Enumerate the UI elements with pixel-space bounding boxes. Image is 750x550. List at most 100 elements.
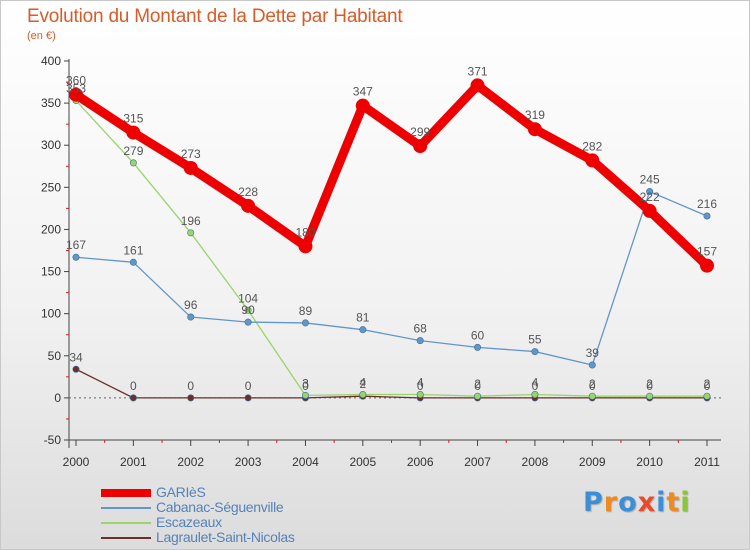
data-label: 371 xyxy=(468,64,488,78)
y-tick-label: 50 xyxy=(48,349,62,363)
series-line xyxy=(75,190,708,366)
legend-label: GARIèS xyxy=(156,484,206,500)
data-point xyxy=(703,212,711,220)
data-label: 34 xyxy=(69,350,83,364)
data-label: 167 xyxy=(66,238,86,252)
y-tick-label: 150 xyxy=(41,265,61,279)
data-label: 0 xyxy=(245,379,252,393)
x-tick-label: 2006 xyxy=(407,455,434,469)
data-point xyxy=(646,392,654,400)
legend-item: GARIèS xyxy=(101,484,401,501)
data-label: 282 xyxy=(582,139,602,153)
legend-label: Lagraulet-Saint-Nicolas xyxy=(156,529,295,545)
data-label: 68 xyxy=(414,322,428,336)
data-point xyxy=(298,239,313,254)
legend-label: Escazeaux xyxy=(156,514,222,530)
data-label: 2 xyxy=(589,377,596,391)
x-tick-label: 2010 xyxy=(636,455,663,469)
x-tick-label: 2000 xyxy=(63,455,90,469)
legend-swatch xyxy=(101,537,151,539)
data-label: 0 xyxy=(704,379,711,393)
data-label: 3 xyxy=(302,376,309,390)
data-point xyxy=(416,391,424,399)
data-point xyxy=(129,258,137,266)
x-tick-label: 2007 xyxy=(464,455,491,469)
logo-letter: r xyxy=(603,487,619,518)
data-label: 216 xyxy=(697,197,717,211)
data-point xyxy=(301,391,309,399)
data-label: 299 xyxy=(410,125,430,139)
data-label: 0 xyxy=(474,379,481,393)
data-point xyxy=(244,394,252,402)
y-tick-label: 200 xyxy=(41,222,61,236)
data-label: 180 xyxy=(295,225,315,239)
data-label: 347 xyxy=(353,85,373,99)
data-label: 0 xyxy=(187,379,194,393)
data-point xyxy=(244,318,252,326)
y-tick-label: 0 xyxy=(54,391,61,405)
data-point xyxy=(355,98,370,113)
x-tick-label: 2003 xyxy=(235,455,262,469)
data-point xyxy=(187,229,195,237)
data-label: 60 xyxy=(471,328,485,342)
data-point xyxy=(187,394,195,402)
data-label: 89 xyxy=(299,304,313,318)
legend-item: Escazeaux xyxy=(101,514,401,531)
x-tick-label: 2001 xyxy=(120,455,147,469)
data-point xyxy=(474,343,482,351)
data-label: 0 xyxy=(532,379,539,393)
data-label: 0 xyxy=(130,379,137,393)
legend-swatch xyxy=(101,489,151,497)
x-tick-label: 2009 xyxy=(579,455,606,469)
data-point xyxy=(244,306,252,314)
data-point xyxy=(703,392,711,400)
data-label: 0 xyxy=(589,379,596,393)
data-label: 222 xyxy=(640,190,660,204)
data-point xyxy=(642,203,657,218)
data-point xyxy=(416,337,424,345)
chart-title: Evolution du Montant de la Dette par Hab… xyxy=(27,6,403,27)
data-point xyxy=(531,348,539,356)
data-point xyxy=(301,319,309,327)
data-label: 2 xyxy=(646,377,653,391)
legend-label: Cabanac-Séguenville xyxy=(156,499,284,515)
data-label: 157 xyxy=(697,245,717,259)
data-label: 4 xyxy=(417,376,424,390)
data-label: 161 xyxy=(123,243,143,257)
legend-swatch xyxy=(101,507,151,509)
x-tick-label: 2005 xyxy=(349,455,376,469)
data-point xyxy=(474,392,482,400)
legend-item: Cabanac-Séguenville xyxy=(101,499,401,516)
logo-letter: i xyxy=(656,487,667,518)
data-point xyxy=(470,78,485,93)
data-label: 279 xyxy=(123,144,143,158)
y-tick-label: 400 xyxy=(41,54,61,68)
data-point xyxy=(129,159,137,167)
chart-legend: GARIèS Cabanac-Séguenville Escazeaux Lagrau… xyxy=(101,484,401,546)
data-point xyxy=(527,122,542,137)
data-label: 2 xyxy=(359,377,366,391)
data-label: 228 xyxy=(238,185,258,199)
data-point xyxy=(588,392,596,400)
data-label: 353 xyxy=(66,82,86,96)
data-point xyxy=(126,125,141,140)
logo-letter: o xyxy=(618,487,638,518)
x-tick-label: 2008 xyxy=(522,455,549,469)
data-point xyxy=(588,361,596,369)
legend-swatch xyxy=(101,522,151,524)
series-line xyxy=(75,99,708,397)
data-point xyxy=(585,153,600,168)
data-label: 0 xyxy=(646,379,653,393)
data-label: 315 xyxy=(123,112,143,126)
series-line xyxy=(71,80,712,271)
data-point xyxy=(359,391,367,399)
data-label: 0 xyxy=(417,379,424,393)
series-line xyxy=(75,368,708,399)
logo-letter: t xyxy=(666,487,681,518)
data-point xyxy=(72,365,80,373)
y-tick-label: 250 xyxy=(41,180,61,194)
data-point xyxy=(187,313,195,321)
data-point xyxy=(531,391,539,399)
